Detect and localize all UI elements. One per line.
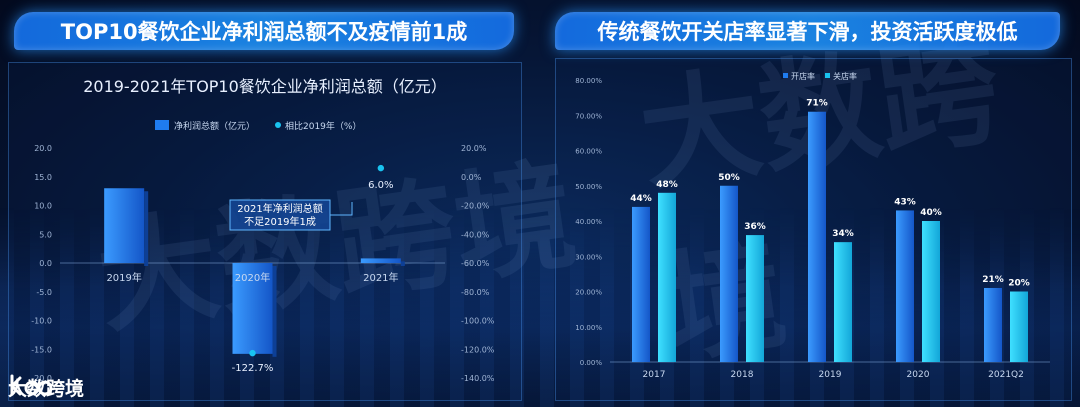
bar-profit [104,188,145,263]
y-left-tick-label: 20.0 [34,144,52,153]
y-left-tick-label: 0.0 [39,259,52,268]
legend-swatch-close [825,73,830,78]
bar-close-rate [922,221,940,362]
left-panel-header: TOP10餐饮企业净利润总额不及疫情前1成 [14,12,514,50]
right-panel-header-text: 传统餐饮开关店率显著下滑，投资活跃度极低 [597,20,1018,44]
legend-label-pct: 相比2019年（%） [285,120,361,132]
right-panel-header: 传统餐饮开关店率显著下滑，投资活跃度极低 [555,12,1060,50]
x-tick-label: 2021Q2 [988,370,1024,380]
bar-close-rate-label: 36% [744,222,766,232]
y-tick-label: 60.00% [575,148,602,156]
legend-swatch-pct [275,122,281,128]
annotation-line2: 不足2019年1成 [244,215,316,228]
bar-close-rate [834,242,852,362]
legend-label-profit: 净利润总额（亿元） [174,120,255,132]
y-left-tick-label: -15.0 [31,345,52,354]
y-right-tick-label: -140.0% [461,374,495,383]
legend-swatch-open [783,73,788,78]
annotation-connector [330,202,353,216]
kdd-logo-icon [10,374,53,396]
x-tick-label: 2020年 [235,271,270,284]
x-tick-label: 2018 [731,370,754,380]
chart-title: 2019-2021年TOP10餐饮企业净利润总额（亿元） [83,77,447,96]
x-tick-label: 2020 [907,370,930,380]
y-right-tick-label: -40.0% [461,230,490,239]
y-right-tick-label: -60.0% [461,259,490,268]
bar-open-rate [984,287,1002,362]
y-tick-label: 80.00% [575,77,602,85]
y-tick-label: 30.00% [575,253,602,261]
left-panel: TOP10餐饮企业净利润总额不及疫情前1成 2019-2021年TOP10餐饮企… [0,0,530,407]
bar-open-rate [808,111,826,362]
y-left-tick-label: 15.0 [34,173,52,182]
bar-close-rate-label: 34% [832,229,854,239]
bar-close-rate-label: 48% [656,180,678,190]
y-tick-label: 0.00% [580,359,603,367]
store-rate-chart: 开店率 关店率 80.00% 70.00% 60.00% 50.00% 40.00% 30.0… [575,71,1050,380]
y-left-tick-label: -5.0 [36,288,52,297]
bar-open-rate [896,210,914,362]
y-tick-label: 50.00% [575,183,602,191]
annotation-line1: 2021年净利润总额 [237,202,322,215]
point-pct-label: 6.0% [368,180,393,191]
point-pct [377,164,385,172]
point-pct [249,349,256,357]
bar-profit [232,263,273,354]
bar-profit-side [144,191,149,266]
x-tick-label: 2017 [643,370,666,380]
y-right-tick-label: 20.0% [461,144,487,153]
y-tick-label: 70.00% [575,112,602,120]
bar-close-rate-label: 40% [920,208,942,218]
bar-profit [360,258,401,263]
legend-swatch-profit [155,120,169,130]
bar-profit-side [272,266,277,357]
legend-label-open: 开店率 [791,71,815,81]
profit-chart: 2019-2021年TOP10餐饮企业净利润总额（亿元） 净利润总额（亿元） 相比2… [31,77,495,383]
y-tick-label: 10.00% [575,324,602,332]
bar-open-rate-label: 43% [894,197,916,207]
y-right-tick-label: -80.0% [461,288,490,297]
right-panel: 传统餐饮开关店率显著下滑，投资活跃度极低 开店率 关店率 80.00% 70.00% 6… [545,0,1080,407]
bar-open-rate-label: 50% [718,173,740,183]
legend-label-close: 关店率 [833,71,857,81]
y-left-tick-label: 5.0 [39,230,52,239]
y-right-tick-label: -100.0% [461,317,495,326]
y-left-tick-label: -10.0 [31,317,52,326]
annotation-box [229,199,331,231]
bar-close-rate-label: 20% [1008,279,1030,289]
brand: 大数跨境 [8,372,84,402]
bar-open-rate [720,185,738,362]
bar-open-rate-label: 71% [806,99,828,109]
bar-open-rate-label: 21% [982,275,1004,285]
y-right-tick-label: -120.0% [461,345,495,354]
bar-profit-side [400,261,405,266]
y-left-tick-label: -20.0 [31,374,52,383]
x-tick-label: 2021年 [363,271,398,284]
y-left-tick-label: 10.0 [34,202,52,211]
point-pct-label: -122.7% [232,363,274,374]
bar-open-rate-label: 44% [630,194,652,204]
x-tick-label: 2019年 [106,271,141,284]
y-tick-label: 20.00% [575,289,602,297]
left-panel-header-text: TOP10餐饮企业净利润总额不及疫情前1成 [60,20,468,44]
bar-close-rate [1010,291,1028,362]
bar-close-rate [746,235,764,362]
y-tick-label: 40.00% [575,218,602,226]
bar-open-rate [632,206,650,362]
x-tick-label: 2019 [819,370,842,380]
y-right-tick-label: 0.0% [461,173,482,182]
y-right-tick-label: -20.0% [461,202,490,211]
bar-close-rate [658,192,676,362]
